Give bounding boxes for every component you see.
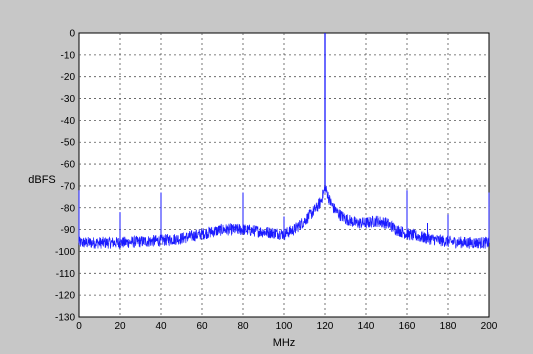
y-tick-label: -10 — [61, 50, 76, 61]
y-tick-label: -30 — [61, 94, 76, 105]
y-tick-label: -90 — [61, 225, 76, 236]
grid — [79, 33, 489, 317]
x-tick-label: 120 — [317, 321, 334, 332]
x-axis-label: MHz — [273, 337, 296, 349]
x-tick-label: 180 — [440, 321, 457, 332]
spectrum-trace — [78, 33, 490, 249]
x-tick-label: 200 — [481, 321, 498, 332]
y-tick-label: -130 — [55, 313, 75, 324]
y-tick-label: -60 — [61, 160, 76, 171]
x-tick-label: 60 — [196, 321, 208, 332]
y-tick-label: -70 — [61, 181, 76, 192]
y-tick-label: -20 — [61, 72, 76, 83]
x-tick-label: 80 — [237, 321, 249, 332]
y-tick-label: -110 — [56, 269, 76, 280]
x-tick-label: 20 — [114, 321, 126, 332]
x-tick-label: 140 — [358, 321, 375, 332]
x-tick-label: 0 — [76, 321, 82, 332]
x-tick-label: 160 — [399, 321, 416, 332]
y-tick-label: -80 — [61, 203, 76, 214]
y-tick-label: -40 — [61, 116, 76, 127]
y-tick-label: -120 — [55, 291, 75, 302]
y-tick-label: -50 — [61, 138, 76, 149]
y-tick-label: 0 — [69, 29, 75, 40]
y-tick-label: -100 — [55, 247, 75, 258]
y-axis-label: dBFS — [28, 174, 56, 186]
x-tick-label: 100 — [276, 321, 293, 332]
tick-labels: 0 20 40 60 80 100 120 140 160 180 200 0 -10 -20 -30 -40… — [55, 29, 498, 333]
x-tick-label: 40 — [155, 321, 167, 332]
